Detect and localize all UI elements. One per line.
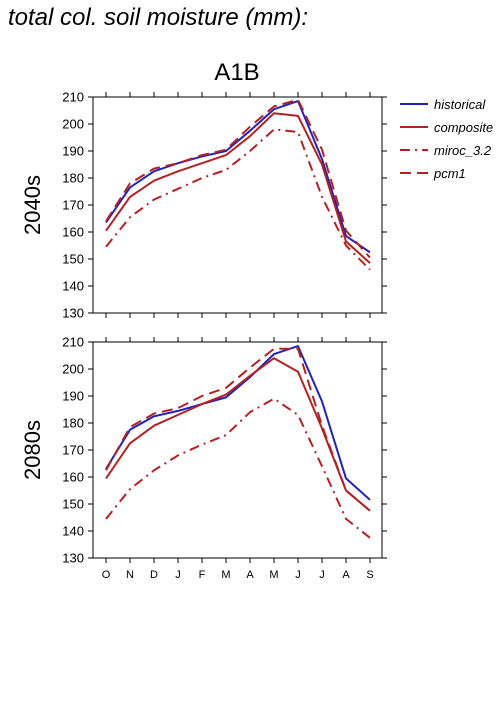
y-tick-label: 150: [62, 252, 84, 267]
series-line-historical: [105, 345, 371, 501]
y-tick-label: 170: [62, 198, 84, 213]
x-tick-label: O: [102, 569, 111, 581]
y-tick-label: 200: [62, 362, 84, 377]
y-tick-label: 170: [62, 443, 84, 458]
y-tick-label: 210: [62, 335, 84, 350]
x-tick-label: A: [246, 569, 254, 581]
y-tick-label: 200: [62, 117, 84, 132]
x-tick-label: J: [175, 569, 181, 581]
x-tick-label: S: [366, 569, 373, 581]
y-tick-label: 160: [62, 225, 84, 240]
series-line-composite: [105, 112, 371, 264]
x-tick-label: D: [150, 569, 158, 581]
y-tick-label: 180: [62, 416, 84, 431]
x-tick-label: F: [199, 569, 206, 581]
plot-frame: [92, 341, 383, 559]
legend-label: historical: [434, 97, 486, 112]
series-line-miroc-3-2: [105, 128, 371, 271]
legend-label: pcm1: [433, 166, 466, 181]
scenario-title: A1B: [214, 59, 259, 86]
x-tick-label: A: [342, 569, 350, 581]
y-tick-label: 180: [62, 171, 84, 186]
panel-ylabel: 2080s: [20, 420, 45, 480]
x-tick-label: J: [295, 569, 301, 581]
series-line-historical: [105, 100, 371, 254]
page-title: total col. soil moisture (mm):: [8, 4, 309, 31]
y-tick-label: 210: [62, 90, 84, 105]
y-tick-label: 190: [62, 389, 84, 404]
x-tick-label: N: [126, 569, 134, 581]
legend-label: miroc_3.2: [434, 143, 492, 158]
x-tick-label: M: [269, 569, 278, 581]
panel-ylabel: 2040s: [20, 175, 45, 235]
y-tick-label: 160: [62, 470, 84, 485]
x-tick-label: M: [221, 569, 230, 581]
y-tick-label: 140: [62, 524, 84, 539]
series-line-composite: [105, 357, 371, 512]
y-tick-label: 130: [62, 551, 84, 566]
legend-label: composite: [434, 120, 493, 135]
x-tick-label: J: [319, 569, 325, 581]
series-line-pcm1: [105, 347, 371, 512]
y-tick-label: 190: [62, 144, 84, 159]
series-line-miroc-3-2: [105, 397, 371, 539]
y-tick-label: 130: [62, 306, 84, 321]
y-tick-label: 140: [62, 279, 84, 294]
series-line-pcm1: [105, 98, 371, 259]
y-tick-label: 150: [62, 497, 84, 512]
